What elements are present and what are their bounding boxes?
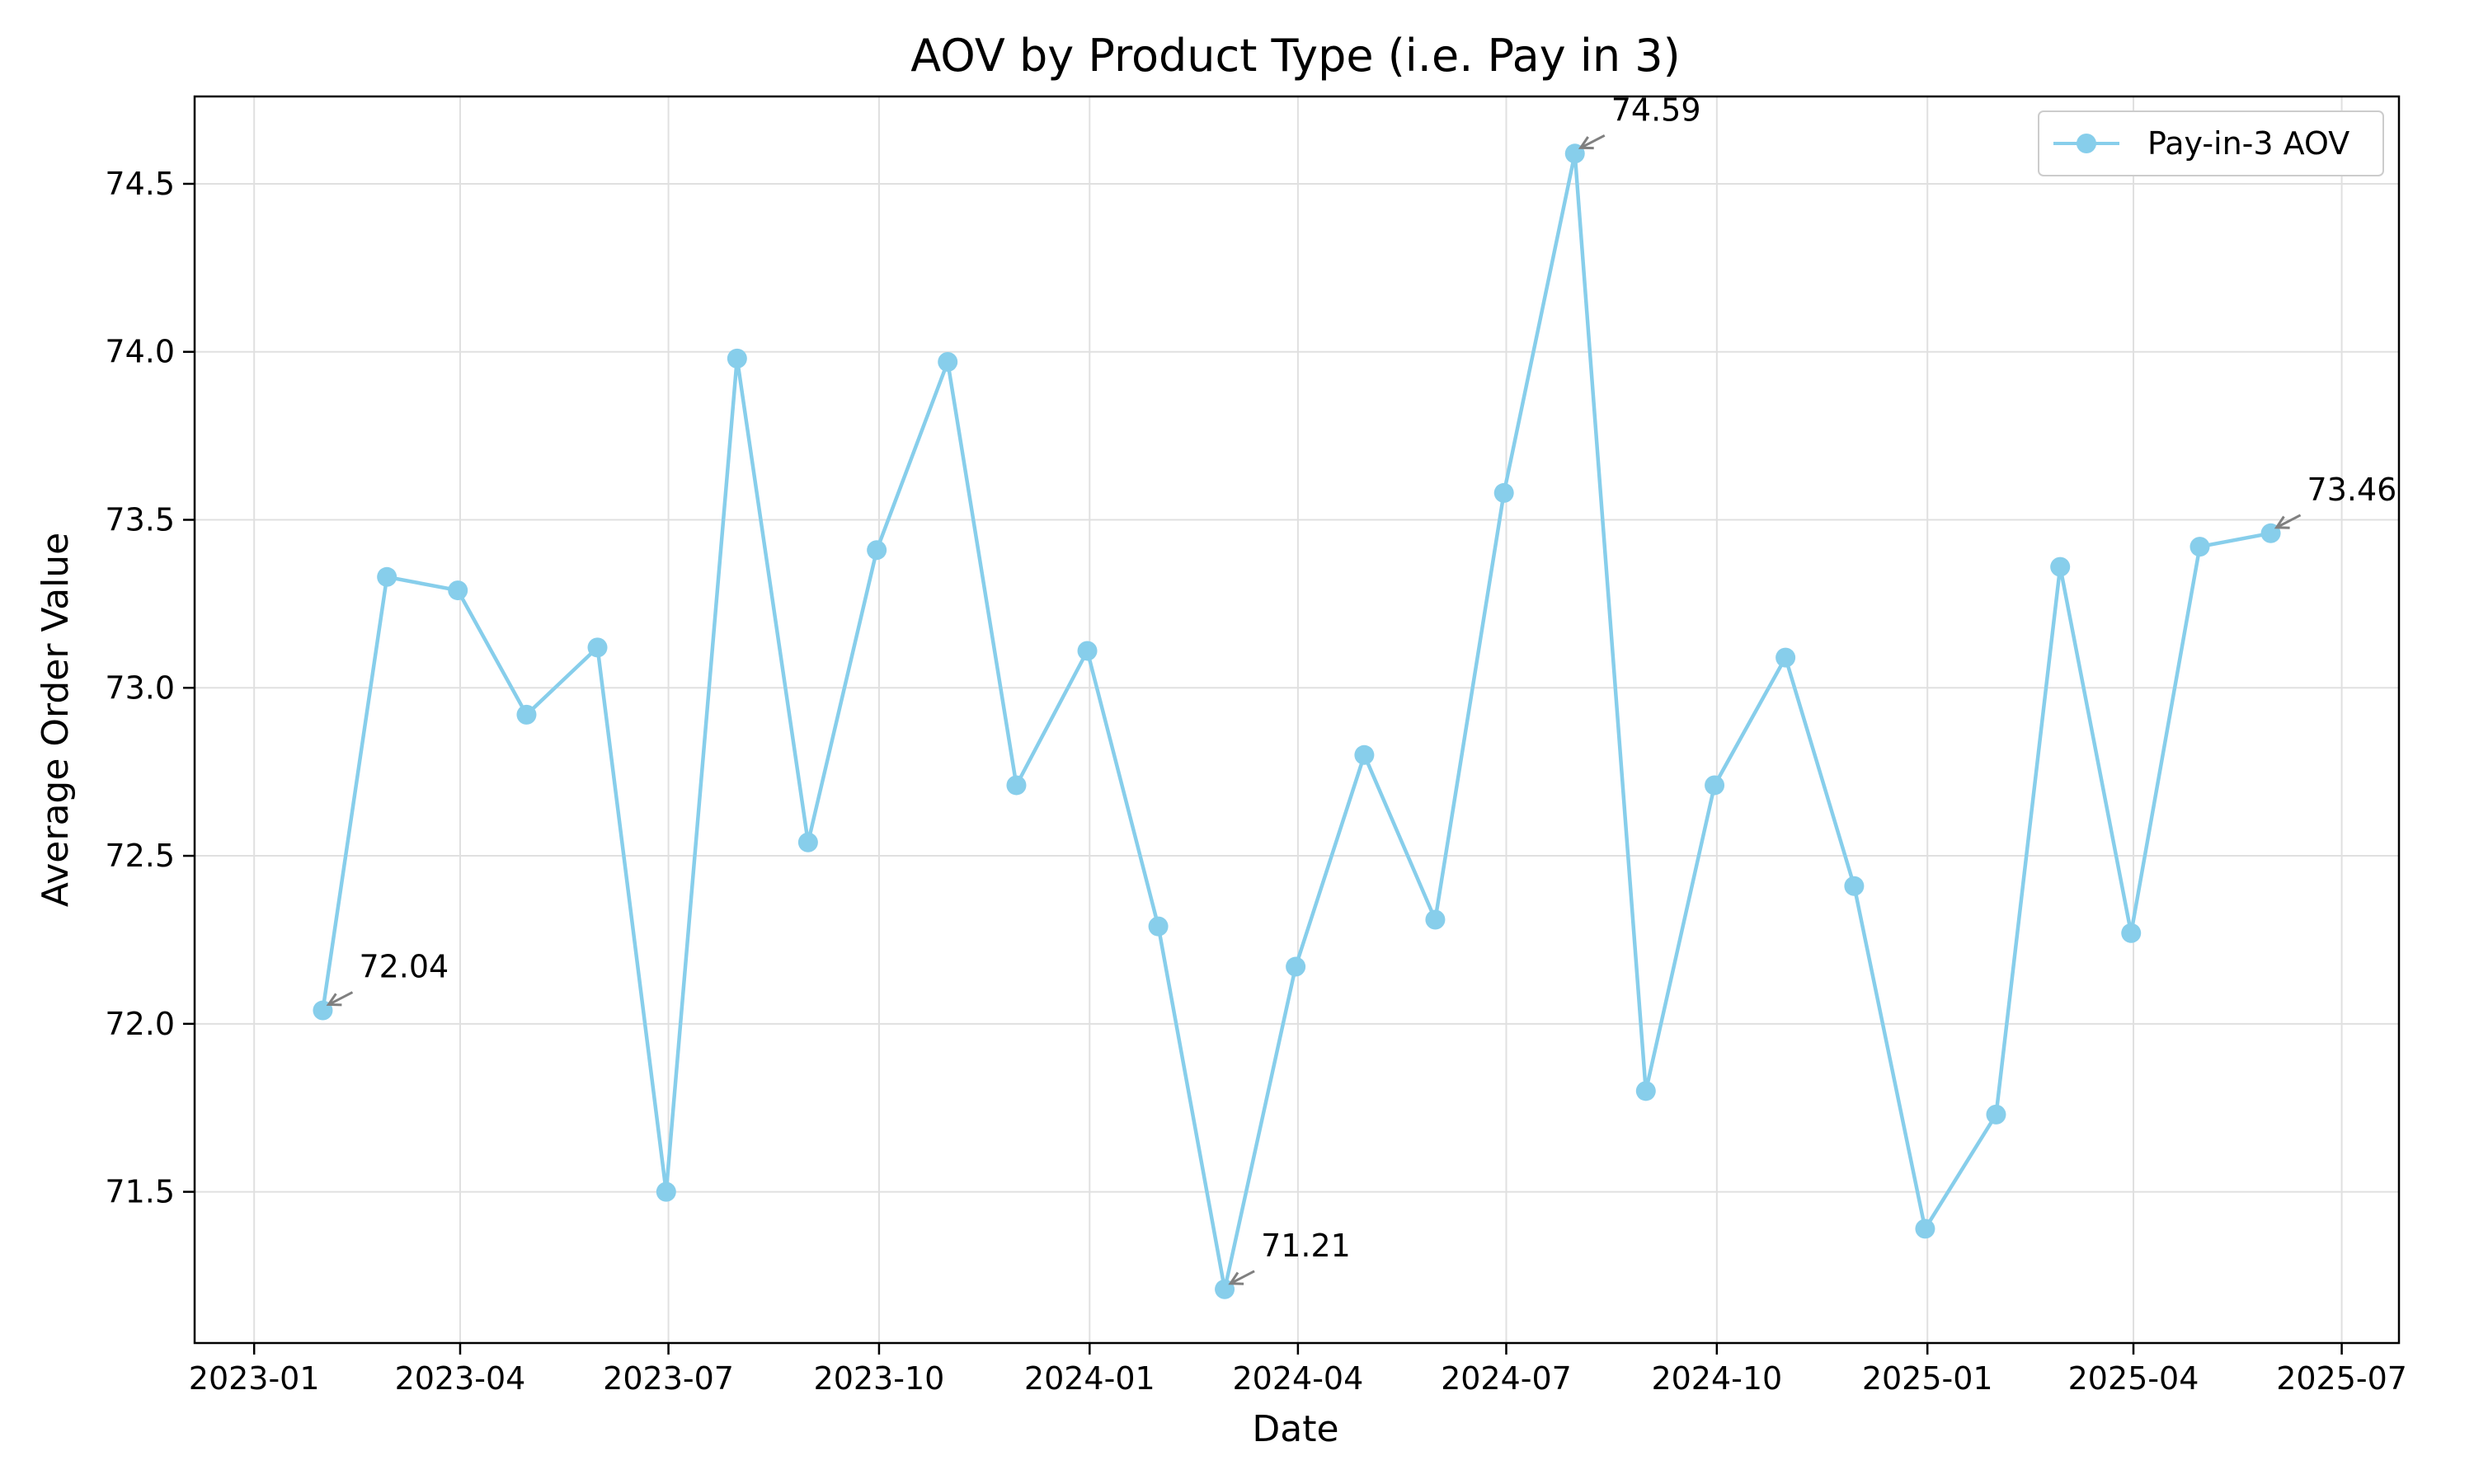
legend-label: Pay-in-3 AOV <box>2147 125 2349 162</box>
legend-marker-swatch <box>2077 134 2096 153</box>
data-point <box>1776 647 1796 668</box>
x-axis-label: Date <box>1252 1408 1338 1450</box>
x-tick-label: 2025-04 <box>2068 1360 2199 1397</box>
y-axis-label: Average Order Value <box>35 533 77 908</box>
annotation-arrow <box>1230 1270 1255 1285</box>
annotation-label: 73.46 <box>2307 472 2397 508</box>
annotation-label: 71.21 <box>1261 1228 1351 1264</box>
y-tick-label: 72.5 <box>105 838 175 874</box>
gridlines <box>195 96 2399 1343</box>
x-tick-label: 2023-07 <box>603 1360 734 1397</box>
data-point <box>1354 744 1375 765</box>
x-tick-label: 2024-10 <box>1651 1360 1782 1397</box>
data-point <box>1006 775 1027 796</box>
x-axis-ticks: 2023-01 2023-04 2023-07 2023-10 2024-01 2024-… <box>189 1343 2407 1397</box>
y-tick-label: 72.0 <box>105 1006 175 1042</box>
data-point <box>587 637 608 658</box>
data-point <box>1286 956 1306 977</box>
annotation-label: 74.59 <box>1611 92 1701 128</box>
y-axis-ticks: 71.5 72.0 72.5 73.0 73.5 74.0 74.5 <box>105 166 195 1210</box>
y-tick-label: 73.0 <box>105 669 175 706</box>
x-tick-label: 2024-04 <box>1232 1360 1363 1397</box>
y-tick-label: 73.5 <box>105 502 175 538</box>
data-point <box>377 566 397 587</box>
x-tick-label: 2023-04 <box>395 1360 526 1397</box>
x-tick-label: 2025-01 <box>1862 1360 1993 1397</box>
chart-title: AOV by Product Type (i.e. Pay in 3) <box>910 30 1680 82</box>
data-point <box>2189 537 2210 557</box>
data-point <box>656 1181 676 1202</box>
data-point <box>1915 1219 1935 1239</box>
data-point <box>1986 1104 2006 1125</box>
x-tick-label: 2024-01 <box>1024 1360 1155 1397</box>
legend-box <box>2038 110 2384 176</box>
annotation-arrowhead <box>1228 1271 1244 1285</box>
x-tick-label: 2024-07 <box>1441 1360 1572 1397</box>
annotation-arrow <box>1580 134 1606 149</box>
annotations: 72.04 71.21 74.59 73.46 <box>326 92 2397 1285</box>
x-tick-label: 2023-01 <box>189 1360 320 1397</box>
data-point <box>1493 482 1514 503</box>
data-point <box>727 348 747 369</box>
annotation-arrow <box>327 991 354 1006</box>
y-tick-label: 74.5 <box>105 166 175 202</box>
data-point <box>448 580 468 601</box>
data-point <box>938 351 958 372</box>
annotation-arrowhead <box>1578 136 1594 150</box>
data-point <box>1705 775 1725 796</box>
data-point <box>797 832 818 852</box>
annotation-arrow <box>2275 514 2302 529</box>
data-point <box>1425 909 1446 930</box>
y-tick-label: 74.0 <box>105 334 175 370</box>
data-point <box>867 540 887 561</box>
plot-frame <box>193 95 2401 1345</box>
data-point <box>1635 1081 1656 1101</box>
data-point <box>1844 876 1865 896</box>
data-point <box>516 704 537 725</box>
legend: Pay-in-3 AOV <box>2038 110 2384 176</box>
annotation-arrowhead <box>2274 515 2290 529</box>
y-tick-label: 71.5 <box>105 1174 175 1210</box>
x-tick-label: 2023-10 <box>814 1360 945 1397</box>
annotation-label: 72.04 <box>359 949 449 985</box>
data-point <box>2121 923 2142 943</box>
annotation-arrowhead <box>326 993 342 1007</box>
data-point <box>1077 641 1098 661</box>
data-point <box>1148 916 1169 937</box>
data-point <box>2050 556 2071 577</box>
x-tick-label: 2025-07 <box>2276 1360 2407 1397</box>
series-markers <box>313 143 2281 1299</box>
